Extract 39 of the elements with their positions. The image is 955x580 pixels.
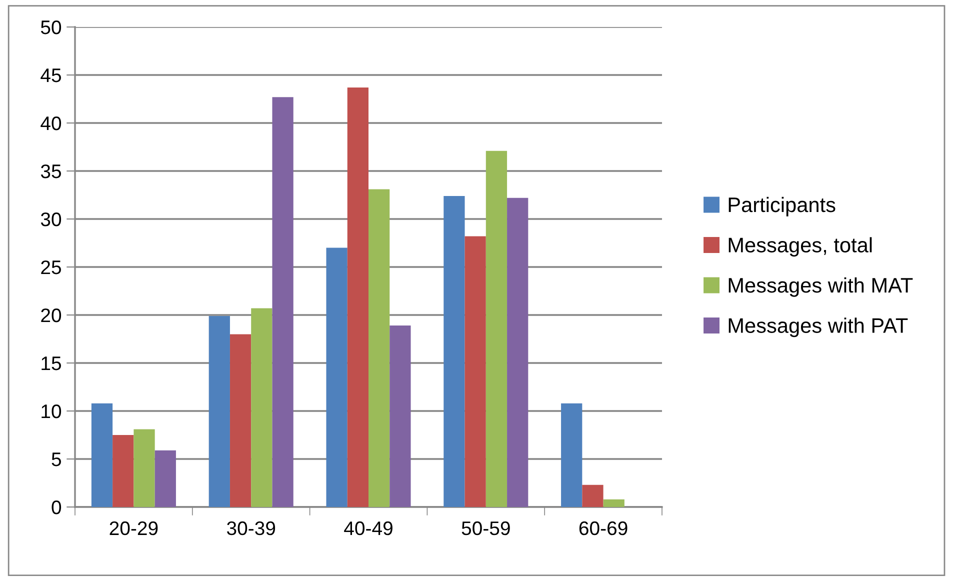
bar bbox=[507, 198, 528, 507]
legend-label: Messages with MAT bbox=[728, 277, 913, 297]
bar bbox=[208, 316, 230, 507]
x-tick-label: 60-69 bbox=[579, 521, 628, 536]
x-tick-label: 50-59 bbox=[462, 521, 510, 536]
bar bbox=[230, 334, 252, 507]
bar bbox=[582, 484, 604, 507]
x-tick-label: 20-29 bbox=[110, 521, 158, 536]
legend-label: Participants bbox=[728, 196, 836, 216]
legend-label: Messages, total bbox=[728, 237, 872, 257]
y-tick-label: 30 bbox=[40, 212, 62, 226]
bar bbox=[464, 236, 486, 507]
bar bbox=[390, 326, 411, 507]
legend-label: Messages with PAT bbox=[728, 318, 908, 338]
bar bbox=[91, 403, 113, 507]
y-tick-label: 35 bbox=[40, 164, 61, 178]
y-tick-label: 20 bbox=[41, 308, 62, 322]
bar bbox=[486, 150, 508, 507]
y-tick-label: 10 bbox=[42, 404, 62, 418]
bar bbox=[112, 435, 134, 507]
bar bbox=[603, 499, 624, 507]
y-tick-label: 0 bbox=[52, 500, 62, 514]
y-tick-label: 40 bbox=[40, 116, 62, 130]
y-tick-label: 15 bbox=[42, 356, 61, 370]
bar bbox=[561, 403, 582, 507]
y-tick-label: 50 bbox=[40, 20, 62, 34]
bar bbox=[326, 248, 348, 507]
bar bbox=[134, 429, 155, 507]
y-tick-label: 25 bbox=[41, 260, 61, 274]
bar bbox=[368, 189, 390, 507]
bar bbox=[251, 308, 272, 507]
bar bbox=[154, 450, 176, 507]
y-tick-label: 45 bbox=[40, 68, 61, 82]
bar bbox=[272, 97, 294, 507]
x-tick-label: 40-49 bbox=[344, 521, 392, 536]
bar bbox=[444, 196, 465, 507]
bar bbox=[347, 87, 368, 507]
y-tick-label: 5 bbox=[52, 452, 61, 466]
x-tick-label: 30-39 bbox=[226, 521, 276, 536]
